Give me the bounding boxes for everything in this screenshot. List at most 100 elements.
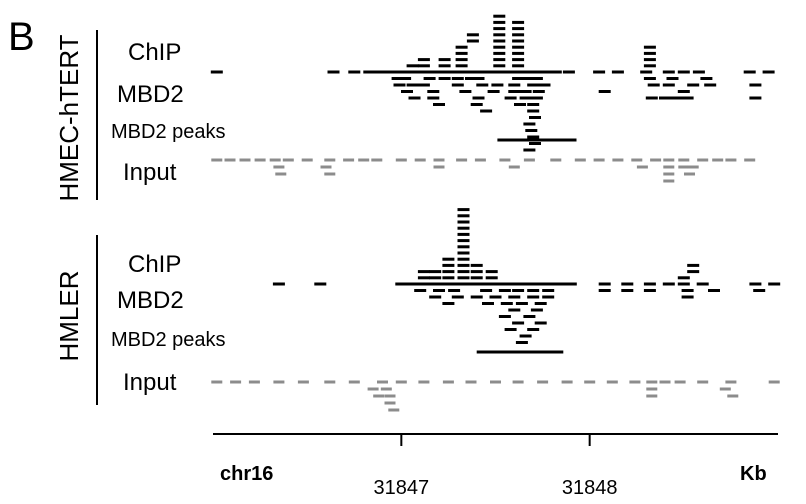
input-read xyxy=(230,380,242,384)
input-read xyxy=(211,158,223,162)
chip-read xyxy=(433,289,445,292)
panel-label: B xyxy=(8,15,35,59)
chip-read xyxy=(489,282,502,286)
input-read xyxy=(442,380,454,384)
chip-read xyxy=(534,321,547,325)
chip-read xyxy=(429,276,442,280)
chip-read xyxy=(598,289,611,292)
chip-read xyxy=(512,58,525,62)
chip-read xyxy=(512,77,525,80)
chip-read xyxy=(493,70,506,74)
chip-read xyxy=(643,51,656,55)
input-label: Input xyxy=(123,369,177,396)
chip-read xyxy=(451,295,464,299)
input-read xyxy=(659,380,671,384)
chip-read xyxy=(493,33,506,37)
chip-read xyxy=(472,96,485,100)
input-read xyxy=(663,179,675,183)
chip-read xyxy=(523,148,536,152)
chip-read xyxy=(515,302,528,305)
input-read xyxy=(373,394,385,398)
input-read xyxy=(324,172,336,176)
chip-read xyxy=(527,83,540,87)
input-read xyxy=(508,165,520,169)
chip-read xyxy=(470,276,483,280)
input-read xyxy=(697,158,709,162)
chip-read xyxy=(529,142,541,145)
chip-read xyxy=(442,302,455,305)
chip-read xyxy=(621,282,634,286)
chip-read xyxy=(525,129,538,132)
chip-read xyxy=(485,276,498,280)
input-read xyxy=(490,380,501,384)
input-read xyxy=(324,158,336,162)
chip-read xyxy=(696,282,709,286)
chip-read xyxy=(519,96,532,100)
chip-read xyxy=(645,96,658,100)
chip-read xyxy=(363,70,376,74)
chip-read xyxy=(423,282,436,286)
input-read xyxy=(348,380,360,384)
chip-read xyxy=(463,70,476,74)
peak-track xyxy=(497,138,577,142)
chip-read xyxy=(457,226,470,230)
chip-read xyxy=(457,220,470,224)
unit-label: Kb xyxy=(740,463,767,485)
input-read xyxy=(499,158,511,162)
chip-read xyxy=(555,282,568,286)
chip-read xyxy=(640,70,653,74)
chip-read xyxy=(414,289,427,292)
input-read xyxy=(712,158,724,162)
chip-read xyxy=(410,70,423,74)
chip-label-line1: ChIP xyxy=(128,39,181,66)
chip-read xyxy=(433,282,445,286)
chip-read xyxy=(210,70,223,74)
input-read xyxy=(725,158,737,162)
cell-line-label: HMLER xyxy=(54,270,84,361)
chip-read xyxy=(448,289,461,292)
chip-read xyxy=(440,70,453,74)
input-read xyxy=(414,158,426,162)
chip-read xyxy=(621,289,634,292)
input-read xyxy=(269,158,281,162)
chip-read xyxy=(512,27,525,31)
chip-read xyxy=(508,308,521,312)
chip-read xyxy=(768,282,781,286)
chip-read xyxy=(670,96,683,100)
input-read xyxy=(301,158,313,162)
chip-read xyxy=(527,109,540,113)
input-read xyxy=(384,401,396,405)
chip-read xyxy=(687,263,700,267)
chip-read xyxy=(466,33,479,37)
chip-read xyxy=(643,289,656,292)
input-read xyxy=(678,158,690,162)
chip-read xyxy=(508,70,521,74)
chip-read xyxy=(442,257,455,261)
chip-read xyxy=(457,232,470,236)
chip-read xyxy=(523,70,536,74)
chip-read xyxy=(442,276,455,280)
chip-read xyxy=(459,90,472,93)
input-read xyxy=(727,394,739,398)
input-read xyxy=(512,380,524,384)
chip-read xyxy=(417,270,430,274)
chip-read xyxy=(549,70,562,74)
input-read xyxy=(418,380,430,384)
chip-read xyxy=(517,282,530,286)
chip-read xyxy=(749,96,762,100)
chip-read xyxy=(662,83,675,87)
input-read xyxy=(678,165,690,169)
chip-read xyxy=(512,289,525,292)
chip-read xyxy=(530,308,543,312)
input-read xyxy=(744,158,756,162)
chip-read xyxy=(417,58,430,62)
input-read xyxy=(367,387,379,391)
input-read xyxy=(324,380,336,384)
chip-read xyxy=(529,116,541,119)
chip-read xyxy=(455,45,468,49)
chip-read xyxy=(480,109,493,113)
axis-tick-label: 31848 xyxy=(562,477,618,499)
chip-read xyxy=(395,282,408,286)
chip-read xyxy=(493,51,506,55)
